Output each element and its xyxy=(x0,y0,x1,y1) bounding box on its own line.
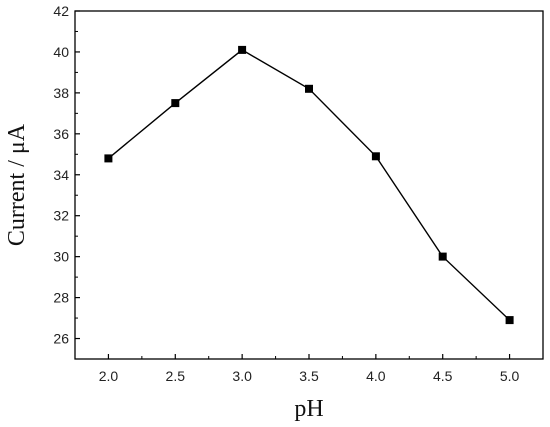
plot-frame xyxy=(74,10,544,360)
y-tick-label: 38 xyxy=(53,85,69,101)
x-tick-label: 3.0 xyxy=(232,368,252,384)
y-tick-label: 40 xyxy=(53,44,69,60)
data-point xyxy=(371,152,380,161)
y-tick-label: 32 xyxy=(53,208,69,224)
y-tick-label: 42 xyxy=(53,3,69,19)
y-axis-title: Current / μA xyxy=(4,123,30,246)
y-axis: 26 28 30 32 34 36 38 40 42 xyxy=(53,3,80,347)
y-tick-label: 34 xyxy=(53,167,69,183)
data-point xyxy=(505,316,514,325)
data-point xyxy=(104,154,113,163)
x-tick-label: 2.0 xyxy=(99,368,119,384)
data-point xyxy=(171,99,180,108)
x-tick-label: 3.5 xyxy=(299,368,319,384)
x-tick-label: 4.5 xyxy=(433,368,453,384)
data-point xyxy=(238,45,247,54)
y-tick-label: 28 xyxy=(53,290,69,306)
data-series xyxy=(104,45,514,325)
x-tick-label: 4.0 xyxy=(366,368,386,384)
x-axis: 2.0 2.5 3.0 3.5 4.0 4.5 5.0 xyxy=(99,354,520,384)
y-tick-label: 26 xyxy=(53,331,69,347)
data-point xyxy=(438,252,447,261)
x-tick-label: 2.5 xyxy=(166,368,186,384)
x-tick-label: 5.0 xyxy=(500,368,520,384)
y-tick-label: 36 xyxy=(53,126,69,142)
x-axis-title: pH xyxy=(294,396,323,422)
data-point xyxy=(305,84,313,93)
y-tick-label: 30 xyxy=(53,249,69,265)
